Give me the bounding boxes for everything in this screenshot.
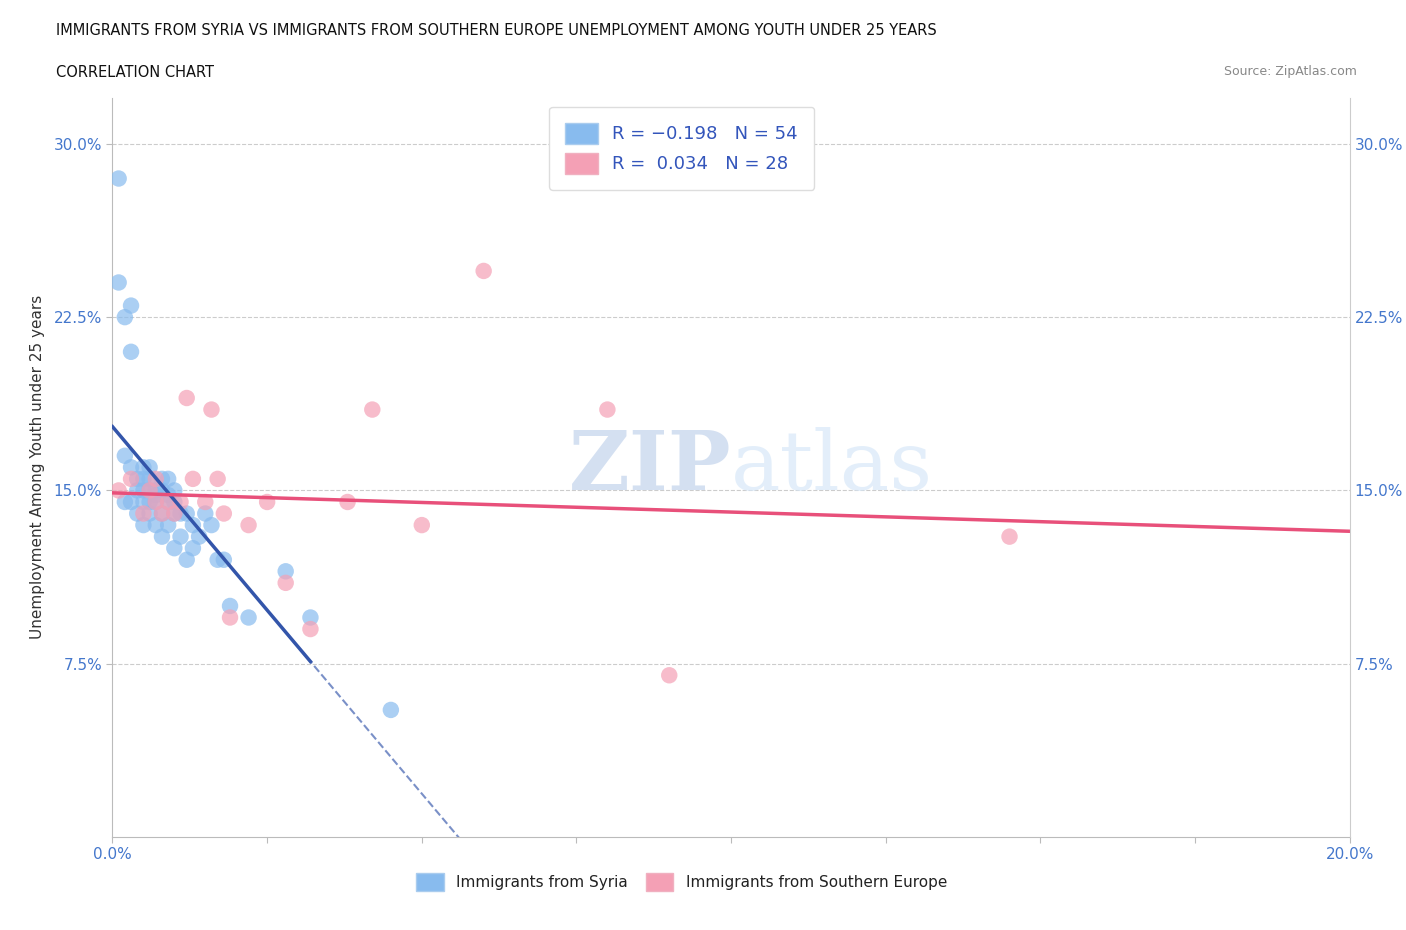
Point — [107, 171, 129, 186]
Point — [107, 483, 129, 498]
Point — [163, 506, 186, 521]
Point — [120, 344, 142, 359]
Point — [138, 495, 160, 510]
Point — [256, 495, 278, 510]
Point — [132, 495, 155, 510]
Point — [188, 529, 211, 544]
Point — [132, 472, 155, 486]
Point — [157, 487, 180, 502]
Point — [157, 495, 180, 510]
Point — [120, 299, 142, 313]
Point — [145, 495, 167, 510]
Point — [176, 391, 198, 405]
Point — [145, 495, 167, 510]
Point — [145, 472, 167, 486]
Point — [299, 610, 322, 625]
Point — [150, 472, 173, 486]
Point — [176, 506, 198, 521]
Point — [163, 483, 186, 498]
Point — [150, 529, 173, 544]
Point — [132, 483, 155, 498]
Point — [207, 472, 229, 486]
Point — [176, 552, 198, 567]
Point — [596, 402, 619, 417]
Point — [219, 610, 242, 625]
Point — [274, 564, 297, 578]
Point — [380, 702, 402, 717]
Point — [114, 448, 136, 463]
Point — [212, 506, 235, 521]
Point — [169, 506, 191, 521]
Point — [107, 275, 129, 290]
Point — [132, 460, 155, 474]
Point — [145, 483, 167, 498]
Point — [138, 506, 160, 521]
Point — [194, 495, 217, 510]
Point — [181, 472, 204, 486]
Point — [163, 495, 186, 510]
Point — [157, 495, 180, 510]
Legend: Immigrants from Syria, Immigrants from Southern Europe: Immigrants from Syria, Immigrants from S… — [404, 861, 959, 903]
Point — [150, 506, 173, 521]
Point — [200, 402, 222, 417]
Point — [145, 487, 167, 502]
Point — [238, 518, 260, 533]
Point — [299, 621, 322, 636]
Point — [472, 263, 495, 278]
Point — [138, 472, 160, 486]
Point — [207, 552, 229, 567]
Point — [120, 460, 142, 474]
Point — [114, 495, 136, 510]
Point — [169, 495, 191, 510]
Point — [194, 506, 217, 521]
Point — [127, 506, 149, 521]
Point — [336, 495, 359, 510]
Y-axis label: Unemployment Among Youth under 25 years: Unemployment Among Youth under 25 years — [31, 295, 45, 640]
Point — [157, 518, 180, 533]
Text: IMMIGRANTS FROM SYRIA VS IMMIGRANTS FROM SOUTHERN EUROPE UNEMPLOYMENT AMONG YOUT: IMMIGRANTS FROM SYRIA VS IMMIGRANTS FROM… — [56, 23, 936, 38]
Point — [163, 540, 186, 555]
Point — [138, 483, 160, 498]
Point — [120, 495, 142, 510]
Point — [274, 576, 297, 591]
Text: ZIP: ZIP — [568, 427, 731, 508]
Point — [132, 518, 155, 533]
Point — [163, 506, 186, 521]
Point — [127, 472, 149, 486]
Point — [200, 518, 222, 533]
Point — [181, 518, 204, 533]
Point — [181, 540, 204, 555]
Point — [150, 483, 173, 498]
Point — [145, 518, 167, 533]
Point — [138, 460, 160, 474]
Point — [411, 518, 433, 533]
Point — [169, 529, 191, 544]
Point — [998, 529, 1021, 544]
Point — [658, 668, 681, 683]
Point — [127, 483, 149, 498]
Text: Source: ZipAtlas.com: Source: ZipAtlas.com — [1223, 65, 1357, 78]
Point — [132, 506, 155, 521]
Point — [138, 483, 160, 498]
Point — [212, 552, 235, 567]
Text: atlas: atlas — [731, 427, 934, 508]
Text: CORRELATION CHART: CORRELATION CHART — [56, 65, 214, 80]
Point — [150, 506, 173, 521]
Point — [219, 599, 242, 614]
Point — [114, 310, 136, 325]
Point — [361, 402, 384, 417]
Point — [120, 472, 142, 486]
Point — [238, 610, 260, 625]
Point — [157, 472, 180, 486]
